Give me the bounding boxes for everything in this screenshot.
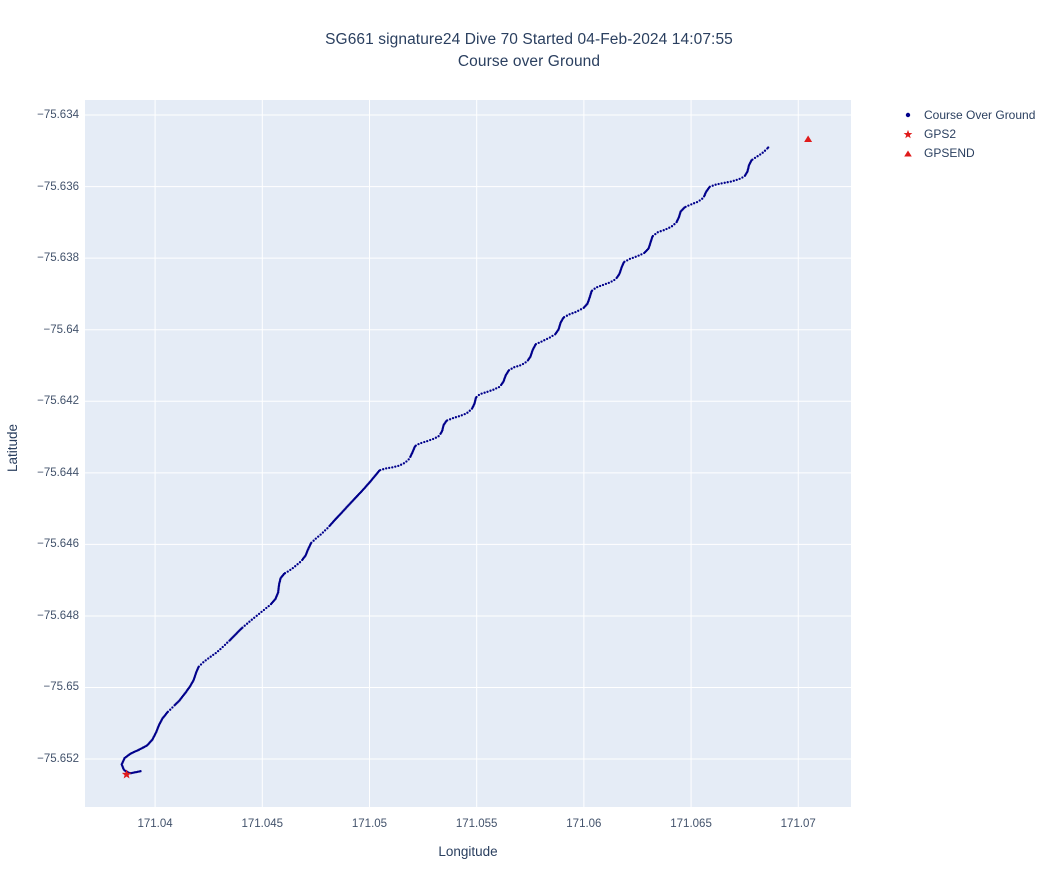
gps2-star-marker bbox=[121, 769, 132, 779]
legend-label: GPSEND bbox=[924, 145, 975, 160]
legend-item-gps2[interactable]: GPS2 bbox=[898, 124, 1035, 143]
dot-icon bbox=[905, 112, 911, 117]
triangle-up-icon bbox=[904, 150, 912, 156]
star-icon bbox=[903, 129, 913, 138]
figure-subtitle: Course over Ground bbox=[457, 53, 601, 70]
x-tick-label: 171.04 bbox=[137, 818, 173, 830]
y-axis-title: Latitude bbox=[5, 423, 20, 473]
gridlines bbox=[85, 100, 851, 807]
y-tick-label: −75.64 bbox=[43, 323, 80, 336]
figure-title: SG661 signature24 Dive 70 Started 04-Feb… bbox=[325, 31, 733, 48]
y-tick-label: −75.644 bbox=[37, 466, 79, 479]
gpsend-triangle-marker bbox=[804, 135, 813, 142]
x-axis-title: Longitude bbox=[438, 844, 498, 859]
x-tick-label: 171.07 bbox=[780, 818, 816, 830]
plot-area[interactable] bbox=[85, 100, 851, 807]
x-tick-label: 171.065 bbox=[670, 818, 712, 830]
legend: Course Over Ground GPS2 GPSEND bbox=[898, 105, 1035, 162]
y-tick-label: −75.642 bbox=[37, 395, 79, 408]
legend-item-gpsend[interactable]: GPSEND bbox=[898, 143, 1035, 162]
y-tick-label: −75.638 bbox=[37, 252, 79, 265]
y-tick-label: −75.65 bbox=[43, 681, 80, 694]
y-tick-label: −75.652 bbox=[37, 753, 79, 766]
y-tick-label: −75.634 bbox=[37, 109, 79, 122]
legend-label: Course Over Ground bbox=[924, 107, 1036, 122]
x-tick-label: 171.055 bbox=[455, 818, 498, 830]
y-tick-label: −75.646 bbox=[37, 538, 79, 551]
y-tick-label: −75.648 bbox=[37, 609, 79, 622]
legend-label: GPS2 bbox=[924, 126, 957, 141]
x-tick-label: 171.05 bbox=[351, 818, 388, 830]
x-tick-label: 171.06 bbox=[566, 818, 602, 830]
y-tick-label: −75.636 bbox=[37, 180, 79, 193]
legend-item-course-over-ground[interactable]: Course Over Ground bbox=[898, 105, 1035, 124]
course-over-ground-track bbox=[120, 146, 770, 775]
x-tick-label: 171.045 bbox=[241, 818, 284, 830]
